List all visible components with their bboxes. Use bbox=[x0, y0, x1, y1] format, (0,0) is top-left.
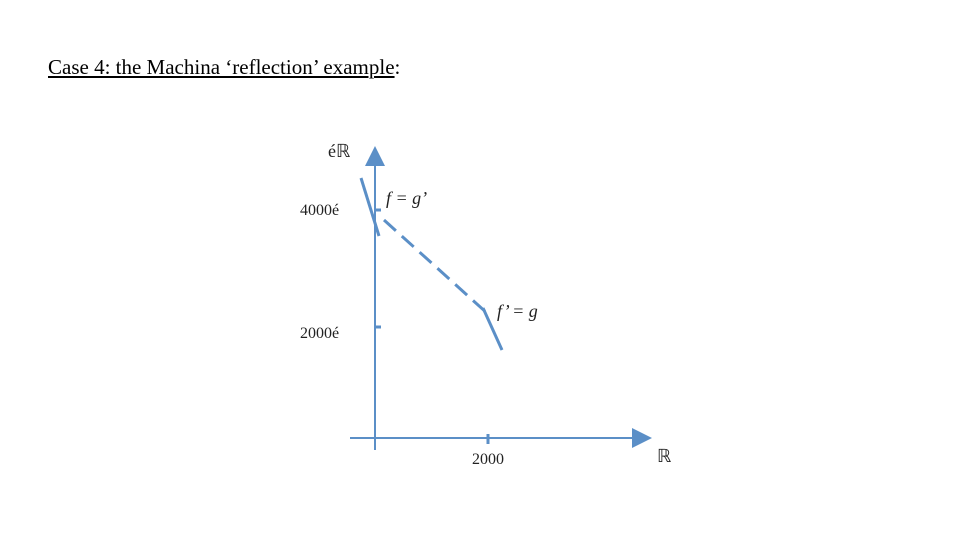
slide-title: Case 4: the Machina ‘reflection’ example… bbox=[48, 55, 400, 80]
point-label: f’ = g bbox=[497, 301, 538, 321]
point-label: f = g’ bbox=[386, 188, 427, 208]
y-tick-label: 2000é bbox=[300, 325, 339, 342]
y-axis-label: éℝ bbox=[328, 141, 350, 161]
x-axis-label: ℝ bbox=[657, 446, 671, 466]
y-tick-label: 4000é bbox=[300, 202, 339, 219]
solid-segment bbox=[359, 177, 381, 237]
solid-segment bbox=[481, 307, 504, 351]
title-text: Case 4: the Machina ‘reflection’ example bbox=[48, 55, 395, 79]
title-colon: : bbox=[394, 55, 401, 79]
dashed-segment bbox=[382, 218, 490, 316]
x-tick-label: 2000 bbox=[472, 451, 504, 468]
